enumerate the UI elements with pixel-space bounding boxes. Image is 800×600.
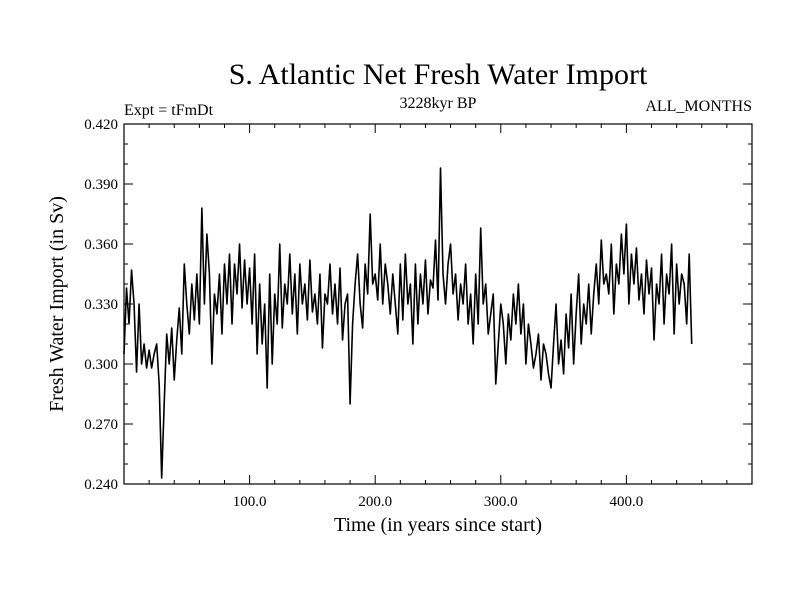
y-tick-label: 0.420 xyxy=(84,117,118,133)
x-tick-label: 200.0 xyxy=(358,494,392,510)
x-tick-label: 300.0 xyxy=(484,494,518,510)
y-axis-label: Fresh Water Import (in Sv) xyxy=(46,196,68,412)
experiment-label: Expt = tFmDt xyxy=(124,102,214,119)
months-label: ALL_MONTHS xyxy=(645,98,752,115)
x-tick-label: 400.0 xyxy=(610,494,644,510)
y-tick-label: 0.300 xyxy=(84,357,118,373)
y-axis-ticks: 0.240 0.270 0.300 0.330 0.360 0.390 0.420 xyxy=(84,117,752,493)
x-axis-ticks: 100.0 200.0 300.0 400.0 xyxy=(148,124,728,510)
x-axis-label: Time (in years since start) xyxy=(334,514,542,536)
y-tick-label: 0.330 xyxy=(84,297,118,313)
plot-frame xyxy=(123,123,753,485)
x-tick-label: 100.0 xyxy=(233,494,267,510)
series-line xyxy=(123,167,693,479)
period-label: 3228kyr BP xyxy=(400,95,477,112)
chart-title: S. Atlantic Net Fresh Water Import xyxy=(229,58,648,91)
y-tick-label: 0.390 xyxy=(84,177,118,193)
y-tick-label: 0.240 xyxy=(84,477,118,493)
y-tick-label: 0.270 xyxy=(84,417,118,433)
y-tick-label: 0.360 xyxy=(84,237,118,253)
